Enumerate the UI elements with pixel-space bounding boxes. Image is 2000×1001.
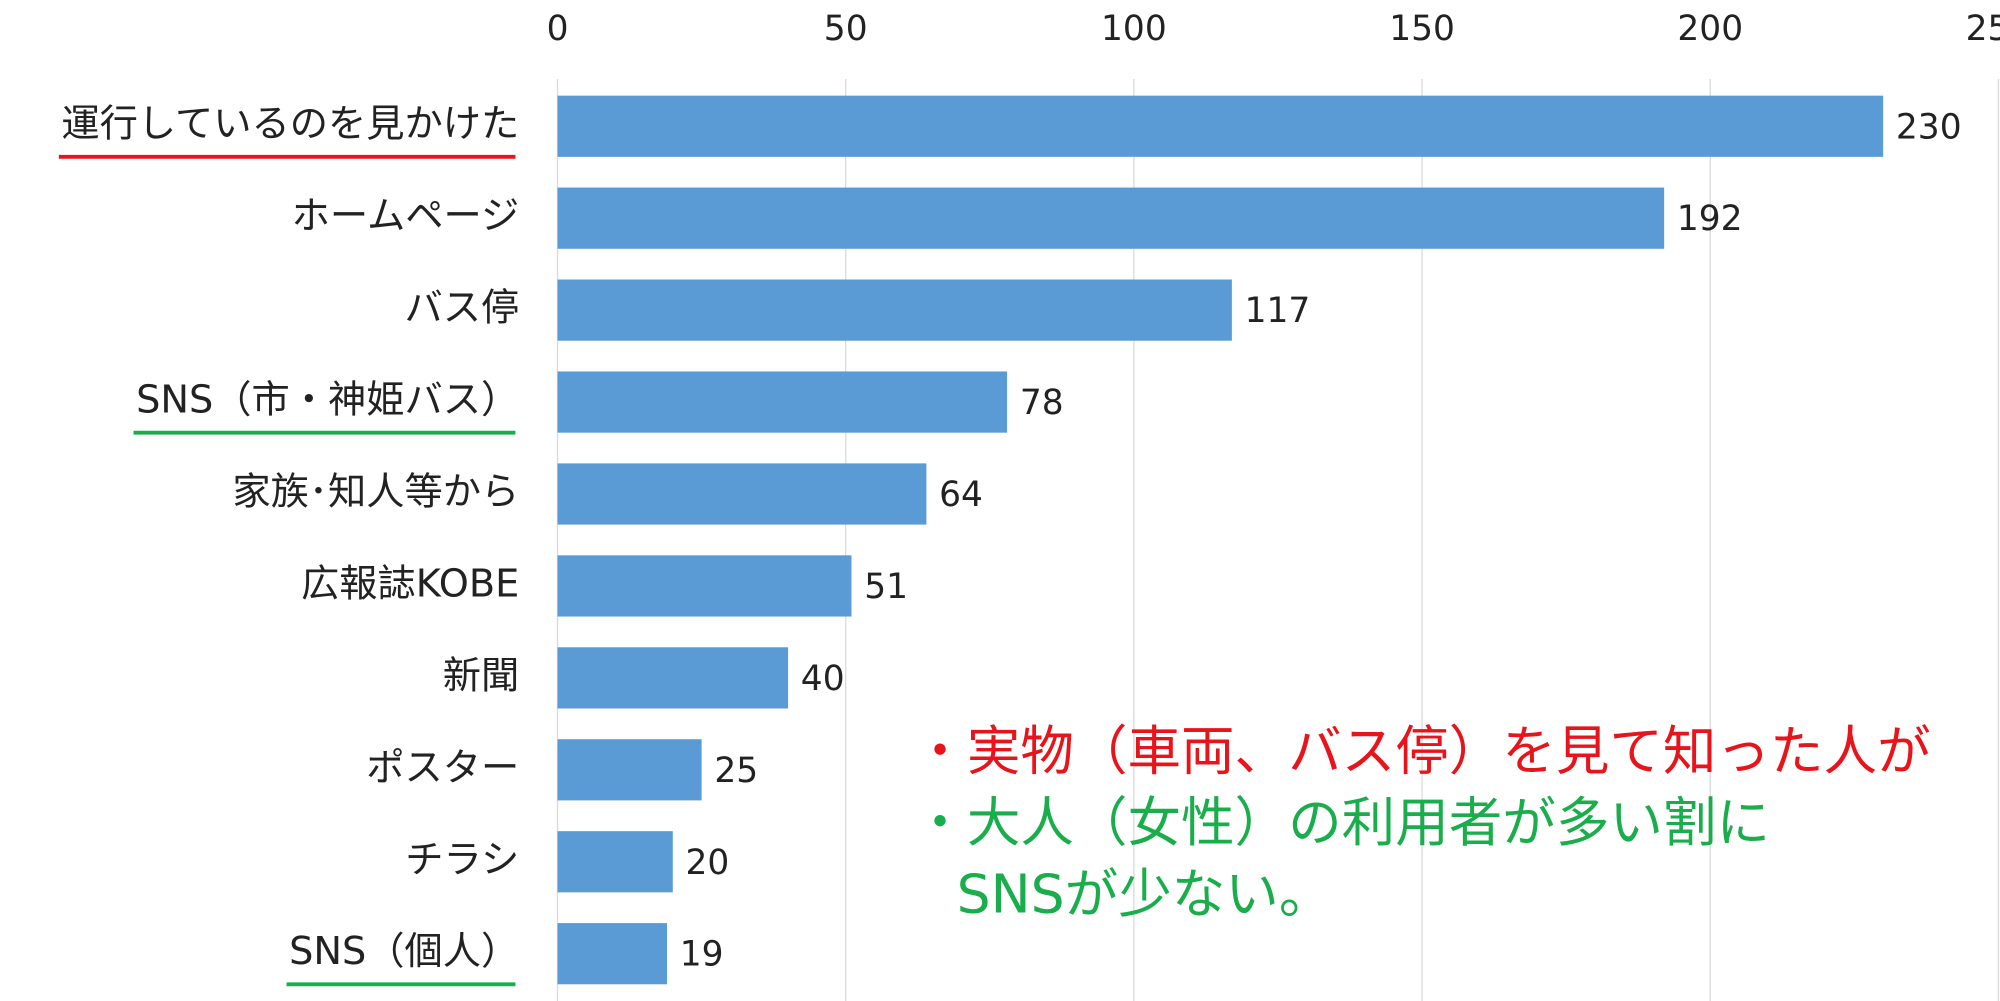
x-tick-label: 0	[547, 9, 569, 49]
x-tick-label: 250	[1966, 9, 2000, 49]
bar	[557, 831, 673, 893]
value-label: 230	[1896, 107, 1962, 147]
value-label: 78	[1020, 383, 1064, 423]
bar	[557, 371, 1008, 433]
x-tick-label: 200	[1677, 9, 1743, 49]
category-label: SNS（市・神姫バス）	[136, 378, 519, 423]
bar	[557, 279, 1232, 341]
bar	[557, 555, 852, 617]
bar	[557, 187, 1665, 249]
annotation: ・大人（女性）の利用者が多い割に	[913, 791, 1770, 854]
category-label: 新聞	[443, 653, 519, 698]
annotation: ・実物（車両、バス停）を見て知った人が	[913, 720, 1930, 783]
category-label: ポスター	[366, 745, 519, 790]
category-label: SNS（個人）	[289, 929, 519, 974]
x-tick-label: 100	[1101, 9, 1167, 49]
value-label: 25	[714, 751, 758, 791]
category-label: ホームページ	[292, 194, 520, 239]
bar	[557, 923, 668, 985]
bar	[557, 739, 702, 801]
x-tick-label: 150	[1389, 9, 1455, 49]
value-label: 51	[864, 567, 908, 607]
value-label: 20	[686, 843, 730, 883]
bar	[557, 463, 927, 525]
value-label: 192	[1677, 199, 1743, 239]
category-label: 広報誌KOBE	[301, 561, 519, 606]
bar	[557, 647, 789, 709]
bar	[557, 95, 1884, 157]
annotation: SNSが少ない。	[957, 862, 1333, 925]
value-label: 117	[1245, 291, 1311, 331]
category-label: チラシ	[405, 837, 519, 882]
value-label: 40	[801, 659, 845, 699]
value-label: 19	[680, 935, 724, 975]
category-label: バス停	[405, 286, 520, 331]
value-label: 64	[939, 475, 983, 515]
category-label: 家族･知人等から	[232, 469, 519, 514]
category-label: 運行しているのを見かけた	[61, 102, 519, 147]
x-tick-label: 50	[824, 9, 868, 49]
